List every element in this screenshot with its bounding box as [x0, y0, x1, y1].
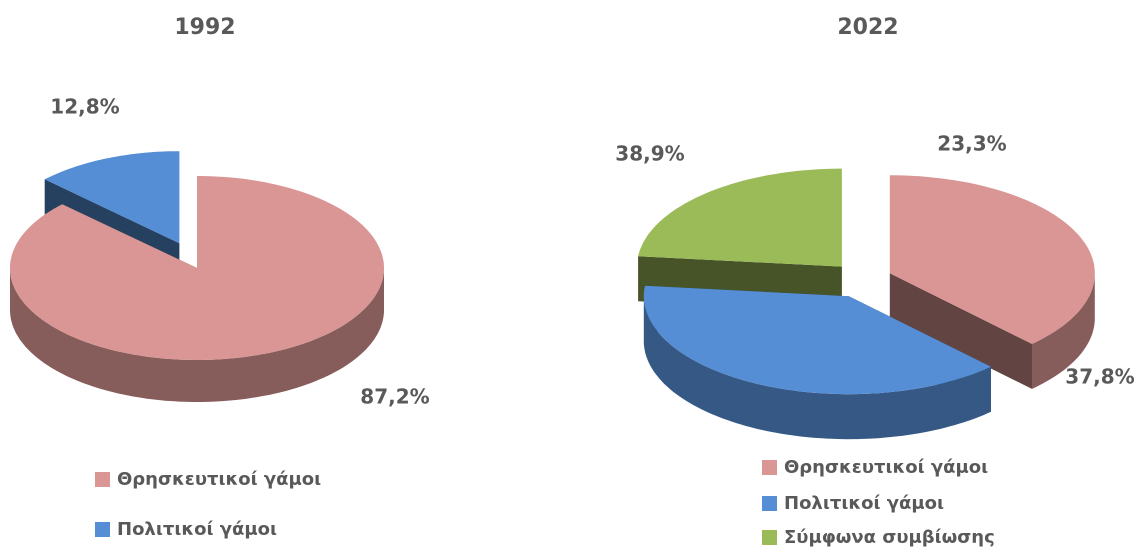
legend-label: Σύμφωνα συμβίωσης	[784, 527, 995, 548]
legend-swatch	[95, 522, 110, 537]
pie-slice	[10, 176, 384, 402]
legend-swatch	[762, 460, 777, 475]
legend-swatch	[762, 496, 777, 511]
data-label: 87,2%	[360, 385, 429, 409]
legend-label: Θρησκευτικοί γάμοι	[784, 457, 988, 478]
chart-title: 1992	[174, 15, 235, 40]
data-label: 23,3%	[937, 132, 1006, 156]
pie-slice	[889, 175, 1095, 389]
legend-swatch	[762, 530, 777, 545]
chart-title: 2022	[837, 15, 898, 40]
legend-label: Πολιτικοί γάμοι	[117, 519, 277, 540]
data-label: 37,8%	[1065, 365, 1134, 389]
data-label: 12,8%	[50, 95, 119, 119]
legend-swatch	[95, 472, 110, 487]
legend-label: Θρησκευτικοί γάμοι	[117, 469, 321, 490]
data-label: 38,9%	[615, 142, 684, 166]
legend-label: Πολιτικοί γάμοι	[784, 493, 944, 514]
pie-slice	[643, 285, 991, 440]
